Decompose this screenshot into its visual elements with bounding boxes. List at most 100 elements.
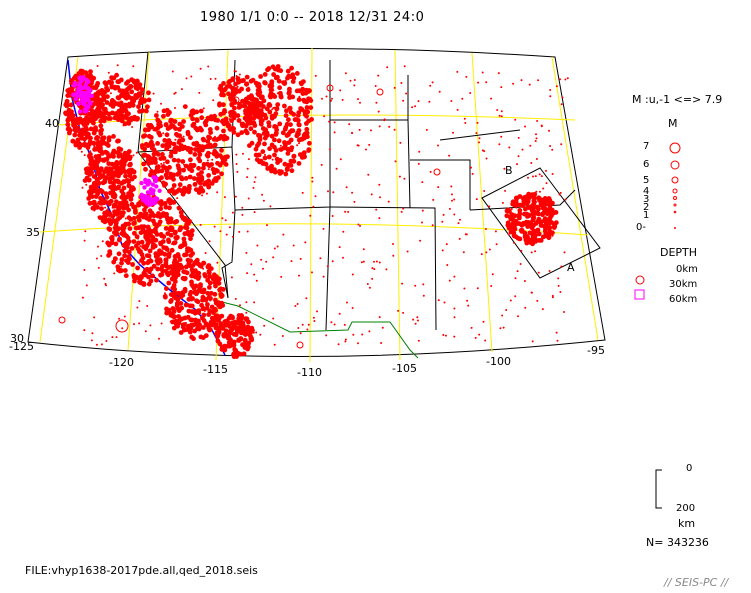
earthquake-marker <box>542 196 548 201</box>
earthquake-marker <box>219 171 225 177</box>
earthquake-marker <box>306 96 311 102</box>
earthquake-marker <box>208 114 214 119</box>
earthquake-marker <box>154 113 159 118</box>
earthquake-marker <box>158 337 160 340</box>
earthquake-marker <box>465 75 468 78</box>
earthquake-marker <box>197 322 203 328</box>
earthquake-marker <box>181 236 187 242</box>
earthquake-marker <box>146 258 152 264</box>
deep-earthquake-marker <box>143 177 148 183</box>
earthquake-marker <box>142 152 148 158</box>
earthquake-marker <box>289 65 294 71</box>
earthquake-marker <box>203 122 209 128</box>
earthquake-marker <box>402 311 405 314</box>
earthquake-marker <box>207 280 213 286</box>
earthquake-marker <box>152 156 158 162</box>
earthquake-marker <box>100 173 106 179</box>
deep-earthquake-marker <box>77 109 83 114</box>
earthquake-marker <box>478 137 481 140</box>
earthquake-marker <box>162 138 168 143</box>
earthquake-marker <box>208 266 214 271</box>
earthquake-marker <box>129 89 135 95</box>
earthquake-marker <box>106 161 112 167</box>
earthquake-marker <box>110 98 115 103</box>
earthquake-marker <box>178 210 184 215</box>
earthquake-marker <box>325 334 328 337</box>
earthquake-marker <box>276 138 282 144</box>
earthquake-marker <box>201 162 207 167</box>
earthquake-marker <box>219 300 225 306</box>
earthquake-marker <box>163 257 169 263</box>
earthquake-marker <box>196 165 202 171</box>
earthquake-marker <box>291 112 297 117</box>
earthquake-marker <box>88 190 94 195</box>
earthquake-marker <box>104 209 110 215</box>
earthquake-marker <box>134 275 140 280</box>
earthquake-marker <box>286 131 289 134</box>
earthquake-marker <box>86 117 91 122</box>
earthquake-marker <box>193 283 199 289</box>
earthquake-marker <box>157 132 163 138</box>
earthquake-marker <box>531 215 536 221</box>
earthquake-marker <box>77 116 83 122</box>
earthquake-marker <box>523 234 529 239</box>
earthquake-marker <box>127 256 132 262</box>
earthquake-marker <box>194 109 200 115</box>
earthquake-marker <box>171 157 177 163</box>
earthquake-marker <box>474 336 477 339</box>
earthquake-marker <box>180 145 185 151</box>
earthquake-marker <box>259 333 262 336</box>
longitude-line <box>471 52 493 353</box>
earthquake-marker <box>375 101 378 104</box>
earthquake-marker <box>445 243 448 246</box>
depth-level-label: 60km <box>669 294 698 305</box>
magnitude-level-label: 3 <box>643 194 650 205</box>
earthquake-marker <box>417 319 419 322</box>
earthquake-marker <box>159 249 165 255</box>
earthquake-marker <box>213 283 218 289</box>
longitude-label: -110 <box>297 366 322 379</box>
earthquake-marker <box>159 168 165 174</box>
earthquake-marker <box>81 136 84 139</box>
earthquake-marker <box>240 313 243 315</box>
earthquake-marker <box>288 122 293 127</box>
earthquake-marker <box>362 248 365 251</box>
earthquake-marker <box>502 326 505 329</box>
earthquake-marker <box>91 130 97 136</box>
earthquake-marker <box>453 198 456 201</box>
earthquake-marker <box>470 166 472 169</box>
earthquake-marker <box>378 217 381 220</box>
earthquake-marker <box>417 100 420 103</box>
earthquake-marker <box>173 92 176 95</box>
earthquake-marker <box>557 277 560 280</box>
earthquake-marker <box>238 351 243 357</box>
earthquake-marker <box>182 269 188 275</box>
earthquake-marker <box>548 129 550 132</box>
earthquake-marker <box>221 81 226 86</box>
earthquake-marker <box>112 85 118 91</box>
earthquake-marker <box>211 158 214 161</box>
earthquake-marker <box>158 123 164 129</box>
earthquake-marker <box>227 126 230 129</box>
earthquake-marker <box>298 95 301 98</box>
earthquake-marker <box>177 121 183 127</box>
earthquake-marker <box>467 304 470 307</box>
earthquake-marker <box>465 233 468 236</box>
earthquake-marker <box>174 91 177 94</box>
earthquake-marker <box>107 227 113 232</box>
earthquake-marker <box>253 211 256 214</box>
earthquake-marker <box>551 173 554 175</box>
earthquake-marker <box>235 153 238 156</box>
earthquake-marker <box>96 155 102 161</box>
earthquake-marker <box>207 135 213 141</box>
earthquake-marker <box>373 268 376 271</box>
magnitude-legend-header: M <box>668 117 678 130</box>
earthquake-marker <box>160 235 162 238</box>
earthquake-marker <box>157 262 160 265</box>
earthquake-marker <box>307 323 310 326</box>
earthquake-marker <box>72 132 78 138</box>
earthquake-marker <box>267 146 272 152</box>
earthquake-marker <box>499 327 502 330</box>
earthquake-marker <box>146 305 149 307</box>
earthquake-marker <box>93 115 96 118</box>
